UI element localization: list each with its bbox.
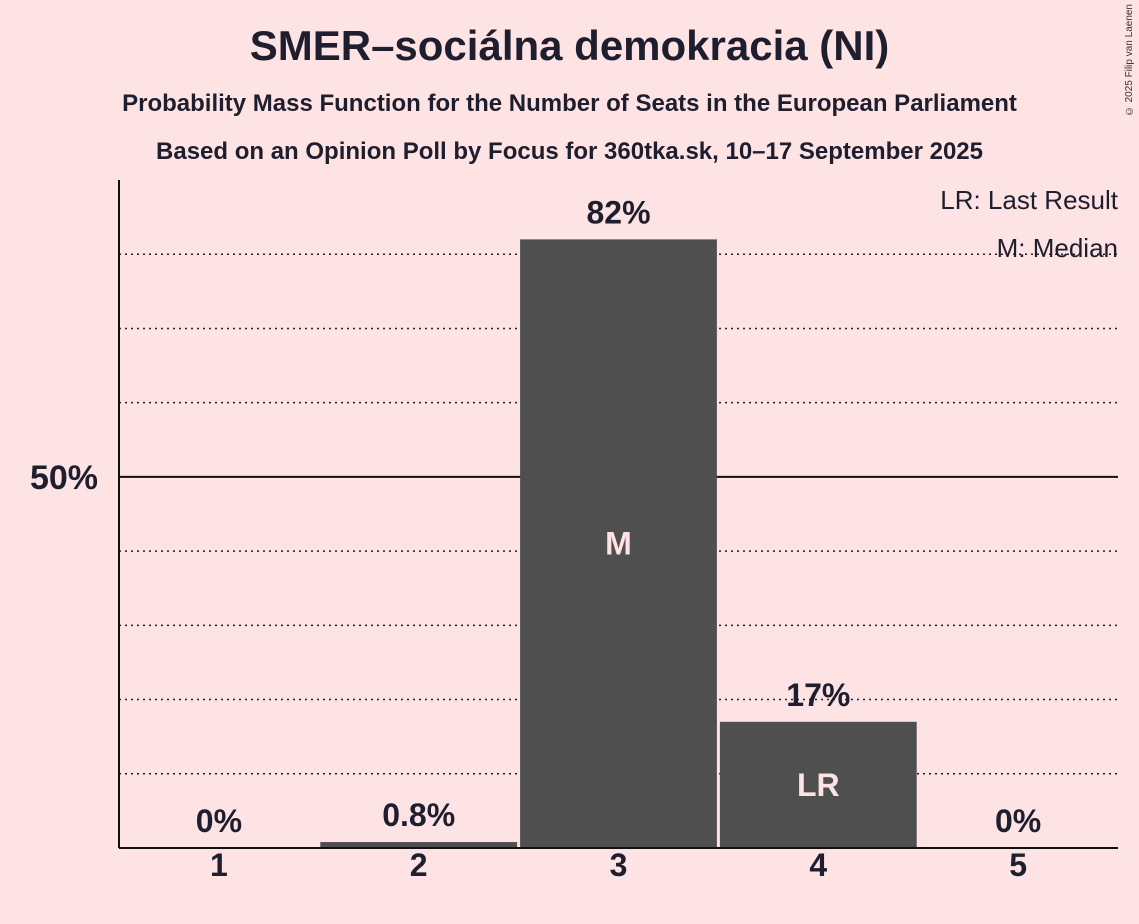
x-tick-label-1: 1 xyxy=(210,847,228,883)
chart-subtitle-1: Probability Mass Function for the Number… xyxy=(122,90,1017,117)
bar-3 xyxy=(520,239,717,848)
x-tick-label-5: 5 xyxy=(1009,847,1027,883)
value-label-2: 0.8% xyxy=(382,797,455,833)
axes-layer: 50% 1 2 3 4 5 xyxy=(30,180,1118,883)
bar-4 xyxy=(719,721,917,848)
legend-median: M: Median xyxy=(997,233,1118,263)
value-label-3: 82% xyxy=(586,194,650,230)
value-label-5: 0% xyxy=(995,803,1041,839)
chart-title: SMER–sociálna demokracia (NI) xyxy=(249,22,890,69)
value-label-4: 17% xyxy=(786,677,850,713)
inside-label-4: LR xyxy=(797,767,840,803)
inside-label-3: M xyxy=(605,526,632,562)
x-tick-label-2: 2 xyxy=(410,847,428,883)
bar-2 xyxy=(320,842,518,848)
y-tick-label-50: 50% xyxy=(30,459,98,497)
labels-layer: 0% 0.8% 82% M 17% LR 0% xyxy=(196,194,1041,839)
bars-layer xyxy=(320,239,917,848)
x-tick-label-3: 3 xyxy=(610,847,628,883)
legend-last-result: LR: Last Result xyxy=(940,185,1119,215)
x-tick-label-4: 4 xyxy=(809,847,827,883)
chart-subtitle-2: Based on an Opinion Poll by Focus for 36… xyxy=(156,138,983,165)
legend-layer: LR: Last Result M: Median xyxy=(940,185,1119,263)
value-label-1: 0% xyxy=(196,803,242,839)
